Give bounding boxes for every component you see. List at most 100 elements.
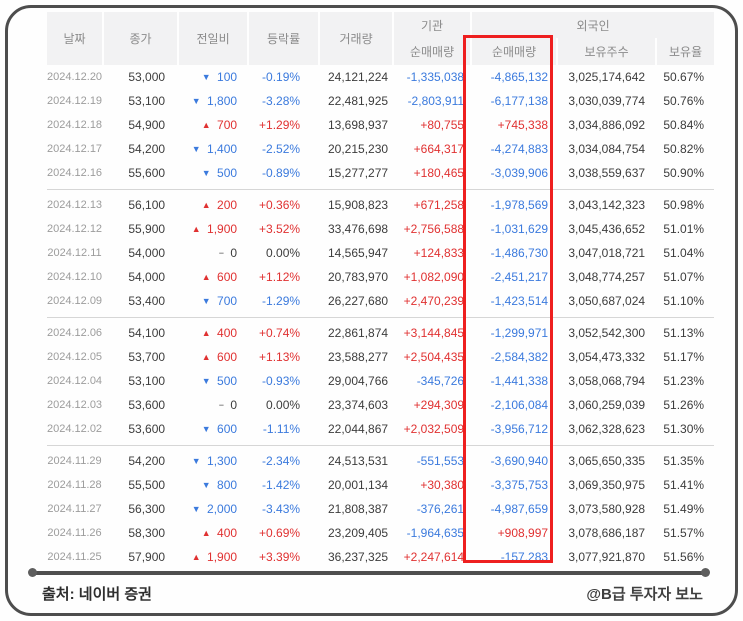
cell-institution-net: -1,964,635 [406,526,465,540]
cell-volume: 15,277,277 [328,166,389,180]
cell-institution-net: +2,247,614 [403,550,465,564]
col-header-institution-net: 순매매량 [394,38,471,65]
cell-shares-held: 3,025,174,642 [568,70,646,84]
cell-change: ▲ 1,900 [191,550,238,564]
cell-shares-held: 3,078,686,187 [568,526,646,540]
cell-volume: 23,588,277 [328,350,389,364]
cell-rate: +1.12% [259,270,301,284]
cell-date: 2024.11.28 [47,479,102,491]
cell-close: 53,400 [128,294,166,308]
cell-date: 2024.12.02 [47,423,103,435]
cell-holding-ratio: 50.67% [663,70,705,84]
group-divider-row [47,441,715,449]
cell-volume: 24,513,531 [328,454,389,468]
col-header-volume: 거래량 [320,12,393,65]
cell-holding-ratio: 50.76% [663,94,705,108]
cell-foreigner-net: -4,987,659 [490,502,549,516]
group-divider-line [47,444,715,446]
flat-dash-icon: − [218,248,225,258]
cell-volume: 20,783,970 [328,270,389,284]
cell-volume: 26,227,680 [328,294,389,308]
cell-change: ▼ 100 [201,70,238,84]
table-header: 날짜 종가 전일비 등락률 거래량 기관 외국인 순매매량 순매매량 보유주수 … [47,12,715,65]
down-triangle-icon: ▼ [191,456,201,466]
cell-foreigner-net: -2,106,084 [490,398,549,412]
table-row: 2024.12.17 54,200 ▼ 1,400 -2.52% 20,215,230 +… [47,137,714,161]
col-header-shares-held: 보유주수 [558,38,656,65]
stock-table: 날짜 종가 전일비 등락률 거래량 기관 외국인 순매매량 순매매량 보유주수 … [45,12,716,569]
cell-volume: 15,908,823 [328,198,389,212]
group-divider-cell [47,313,715,321]
cell-date: 2024.12.16 [47,167,103,179]
cell-close: 54,000 [128,246,166,260]
cell-change: ▼ 800 [201,478,238,492]
cell-change: ▲ 1,900 [191,222,238,236]
cell-change: ▼ 500 [201,166,238,180]
cell-shares-held: 3,062,328,623 [568,422,646,436]
cell-foreigner-net: -1,441,338 [490,374,549,388]
cell-date: 2024.12.11 [47,247,102,259]
cell-foreigner-net: -3,039,906 [490,166,549,180]
table-row: 2024.12.02 53,600 ▼ 600 -1.11% 22,044,867 +2,… [47,417,714,441]
up-triangle-icon: ▲ [201,328,211,338]
cell-rate: -2.52% [262,142,301,156]
down-triangle-icon: ▼ [201,72,211,82]
cell-shares-held: 3,060,259,039 [568,398,646,412]
up-triangle-icon: ▲ [201,120,211,130]
cell-close: 57,900 [128,550,166,564]
cell-change: ▲ 200 [201,198,238,212]
group-divider-row [47,185,715,193]
cell-date: 2024.12.09 [47,295,103,307]
cell-change: − 0 [218,398,238,412]
cell-date: 2024.12.13 [47,199,103,211]
cell-foreigner-net: -1,423,514 [490,294,549,308]
cell-holding-ratio: 51.04% [663,246,705,260]
cell-rate: -0.89% [262,166,301,180]
cell-close: 54,100 [128,326,166,340]
cell-foreigner-net: +908,997 [497,526,549,540]
cell-shares-held: 3,077,921,870 [568,550,646,564]
cell-volume: 24,121,224 [328,70,389,84]
cell-rate: +3.39% [259,550,301,564]
cell-change: ▲ 400 [201,526,238,540]
cell-shares-held: 3,047,018,721 [568,246,646,260]
cell-rate: -2.34% [262,454,301,468]
cell-holding-ratio: 51.07% [663,270,705,284]
table-row: 2024.11.29 54,200 ▼ 1,300 -2.34% 24,513,531 -… [47,449,714,473]
cell-volume: 21,808,387 [328,502,389,516]
flat-dash-icon: − [218,400,225,410]
cell-date: 2024.12.20 [47,71,103,83]
cell-foreigner-net: -3,375,753 [490,478,549,492]
up-triangle-icon: ▲ [201,272,211,282]
cell-close: 55,900 [128,222,166,236]
cell-foreigner-net: -157,283 [500,550,549,564]
cell-rate: -1.29% [262,294,301,308]
source-credit: 출처: 네이버 증권 [42,586,152,603]
cell-volume: 22,481,925 [328,94,389,108]
cell-close: 54,200 [128,142,166,156]
cell-date: 2024.11.26 [47,527,102,539]
cell-volume: 22,861,874 [328,326,389,340]
table-row: 2024.12.12 55,900 ▲ 1,900 +3.52% 33,476,698 +… [47,217,714,241]
cell-holding-ratio: 51.26% [663,398,705,412]
table-row: 2024.12.20 53,000 ▼ 100 -0.19% 24,121,224 -1,… [47,65,714,89]
cell-institution-net: -2,803,911 [407,94,465,108]
group-divider-line [47,188,715,190]
cell-close: 56,300 [128,502,166,516]
cell-institution-net: +3,144,845 [403,326,465,340]
cell-shares-held: 3,030,039,774 [568,94,646,108]
group-header-institution: 기관 [394,12,471,38]
cell-foreigner-net: -2,451,217 [490,270,549,284]
cell-institution-net: +664,317 [413,142,465,156]
table-row: 2024.12.11 54,000 − 0 0.00% 14,565,947 +124,8… [47,241,714,265]
cell-holding-ratio: 51.41% [663,478,705,492]
table-row: 2024.11.26 58,300 ▲ 400 +0.69% 23,209,405 -1,… [47,521,714,545]
cell-institution-net: +294,309 [413,398,465,412]
cell-holding-ratio: 51.57% [663,526,705,540]
cell-rate: 0.00% [266,246,301,260]
down-triangle-icon: ▼ [201,168,211,178]
cell-foreigner-net: -4,274,883 [490,142,549,156]
cell-date: 2024.12.05 [47,351,103,363]
cell-shares-held: 3,052,542,300 [568,326,646,340]
cell-change: ▼ 1,300 [191,454,238,468]
